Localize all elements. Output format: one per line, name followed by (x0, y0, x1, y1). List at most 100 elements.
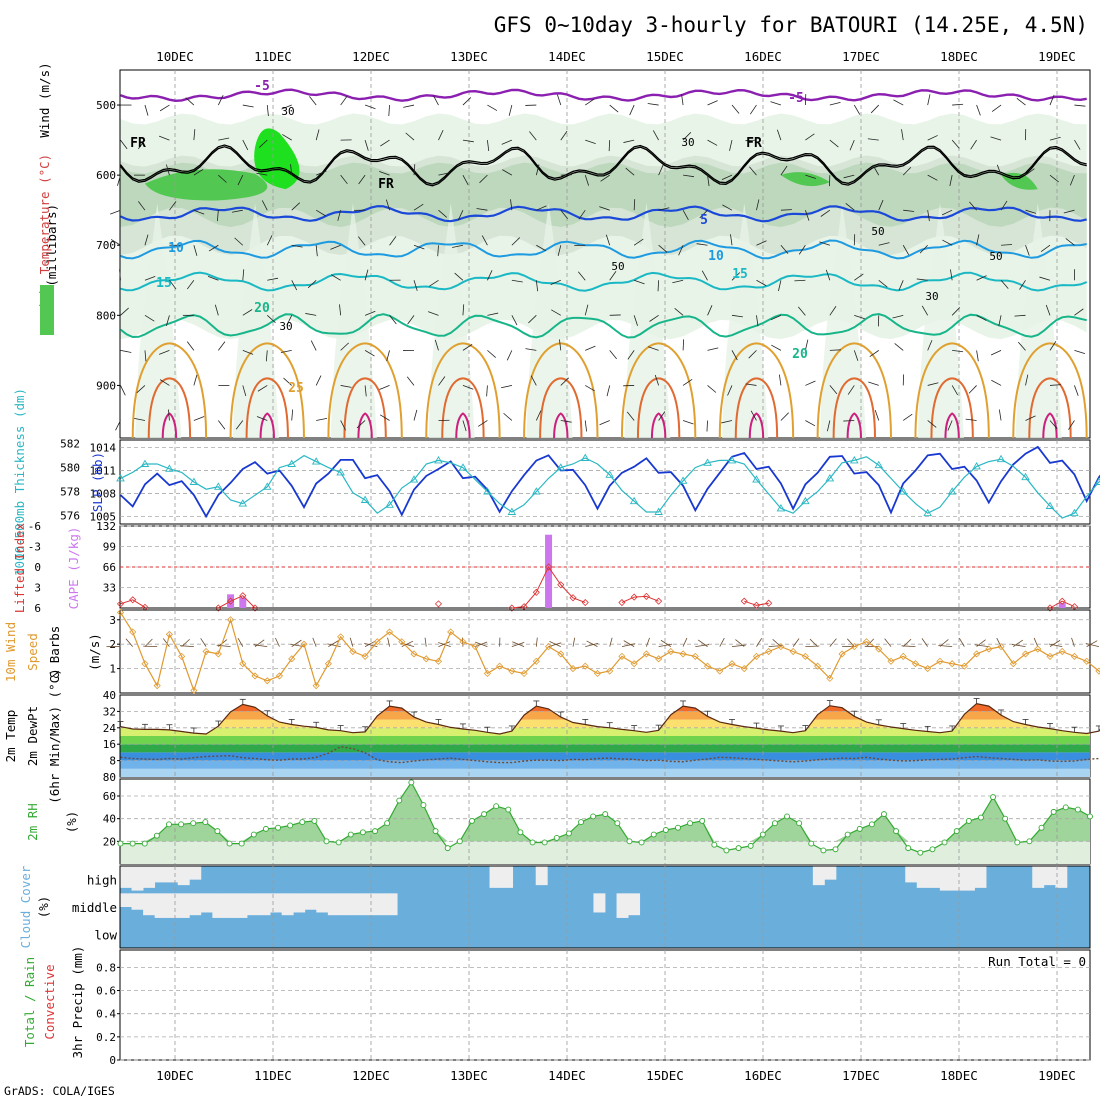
wind-speed-marker (557, 650, 565, 658)
series-marker (776, 504, 786, 512)
temp2m-panel: 8 16 24 32 40 80 2m Temp 2m DewPt (6hr Min/Max) … (3, 668, 1100, 804)
wind-speed-marker (300, 640, 308, 648)
wind-barb (847, 385, 855, 395)
contour-label: FR (130, 136, 146, 151)
wind-barb (413, 164, 416, 176)
wind-barb (731, 350, 738, 361)
y-axis-label-cloud: Cloud Cover (18, 865, 33, 948)
wind-barb (829, 101, 841, 106)
wind-barb (756, 315, 759, 327)
wind-barb (721, 174, 733, 180)
wind-barb (379, 414, 390, 421)
rh-marker (178, 821, 185, 828)
series-marker (532, 487, 541, 495)
rh-marker (893, 828, 900, 835)
wind-speed-marker (924, 665, 932, 673)
wind-barb (242, 104, 254, 108)
wind-barb (242, 139, 249, 151)
y-tick-label-slp: 1011 (90, 465, 117, 478)
wind-barb (949, 175, 953, 186)
wind-barb (1074, 139, 1081, 150)
wind-barb (780, 244, 789, 254)
wind-barb (976, 104, 981, 116)
wind-barb (242, 269, 245, 281)
contour-30 (636, 377, 681, 439)
wind-barb (745, 139, 757, 142)
wind-barb (281, 104, 292, 110)
wind-barb (337, 210, 342, 221)
y-axis-label-precip-units: 3hr Precip (mm) (70, 946, 85, 1059)
wind-barb (829, 305, 837, 316)
li-marker (116, 600, 125, 608)
contour-label: 30 (681, 136, 694, 149)
wind-barb (627, 350, 635, 360)
y-tick-label-li: -6 (28, 520, 41, 533)
wind-barb (159, 379, 170, 386)
cloud-gap (316, 893, 329, 913)
wind-barb (358, 236, 366, 246)
wind-barb (658, 411, 666, 421)
series-marker (140, 459, 150, 467)
wind-barb (476, 208, 488, 211)
contour-25 (523, 342, 599, 439)
cloud-gap (293, 893, 306, 913)
wind-barb (115, 420, 121, 431)
series-marker (262, 482, 272, 490)
wind-barb (952, 349, 964, 353)
wind-barb (829, 638, 837, 647)
contour-35 (748, 412, 765, 439)
y-tick-label-thickness: 580 (60, 462, 80, 475)
y-axis-label-wind10: 10m Wind (3, 622, 18, 682)
wind-barb (975, 644, 989, 648)
wind-barb (1049, 420, 1058, 430)
wind-barb (772, 639, 782, 647)
y-axis-label-dewpt: 2m DewPt (25, 706, 40, 766)
wind-barb (1065, 238, 1075, 246)
cloud-gap (385, 893, 398, 916)
wind-barb (462, 97, 472, 106)
wind-speed-marker (630, 660, 638, 668)
contour-label: 50 (871, 225, 884, 238)
contour-35 (553, 412, 569, 439)
wind-barb (868, 381, 879, 386)
cloud-gap (189, 866, 202, 880)
wind-barb (144, 275, 156, 281)
rh-marker (166, 821, 172, 828)
wind-barb (658, 207, 670, 211)
wind-barb (438, 172, 450, 176)
wind-barb (511, 315, 518, 326)
wind-barb (438, 209, 448, 218)
y-axis-label-li: Lifted Index (12, 522, 27, 613)
wind-barb (959, 638, 965, 647)
rh-marker (832, 846, 839, 853)
contour-30 (734, 377, 779, 439)
rh-marker (820, 847, 827, 854)
rh-marker (602, 811, 609, 818)
wind-barb (976, 275, 987, 281)
rh-marker (190, 820, 197, 827)
wind-barb (770, 314, 782, 321)
wind-barb (867, 138, 879, 141)
wind-barb (902, 638, 912, 647)
wind-barb (283, 377, 292, 386)
series-marker (116, 474, 125, 482)
wind-barb (1049, 384, 1061, 386)
y-axis-label-temp-units: (6hr Min/Max) (°C) (47, 668, 62, 803)
wind-barb (117, 175, 121, 186)
wind-barb (792, 638, 800, 647)
rh-marker (396, 797, 403, 804)
wind-speed-marker (275, 672, 284, 680)
wind-speed-marker (1070, 652, 1079, 660)
dewpt-line (120, 745, 1100, 764)
wind-barb (1086, 640, 1098, 647)
wind-barb (843, 420, 855, 422)
y-tick-label: 60 (103, 790, 116, 803)
rh-marker (747, 842, 754, 849)
wind-barb (218, 137, 230, 141)
cloud-gap (374, 893, 386, 916)
date-label-bottom: 13DEC (450, 1068, 488, 1083)
wind-barb (364, 104, 376, 110)
cloud-gap (177, 866, 190, 886)
wind-speed-marker (324, 660, 332, 668)
wind-barb (110, 239, 121, 246)
